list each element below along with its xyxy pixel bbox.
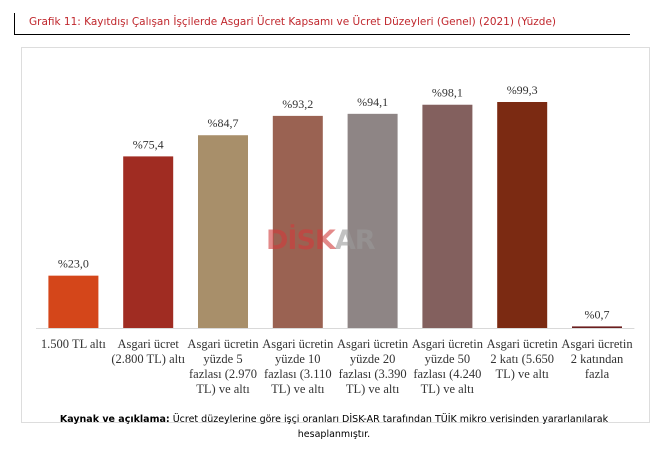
- source-note: Kaynak ve açıklama: Ücret düzeylerine gö…: [0, 412, 668, 442]
- data-label: %99,3: [507, 83, 538, 97]
- bar: [272, 115, 323, 328]
- data-label: %0,7: [585, 307, 610, 321]
- data-label: %98,1: [432, 86, 463, 100]
- bar: [48, 275, 99, 328]
- category-label: Asgari ücretin yüzde 50 fazlası (4.240 TL) …: [411, 337, 483, 396]
- watermark-part2: AR: [334, 225, 376, 256]
- chart-title: Grafik 11: Kayıtdışı Çalışan İşçilerde A…: [14, 13, 630, 35]
- category-label: Asgari ücret (2.800 TL) altı: [111, 337, 186, 366]
- bar: [422, 104, 473, 329]
- category-label: Asgari ücretin 2 katından fazla: [561, 337, 633, 381]
- watermark-logo: DİSKAR: [266, 225, 376, 256]
- data-label: %23,0: [58, 257, 89, 271]
- bar: [123, 156, 174, 328]
- source-note-text: Ücret düzeylerine göre işçi oranları DİS…: [169, 414, 609, 425]
- bar: [572, 326, 622, 328]
- category-label: Asgari ücretin yüzde 10 fazlası (3.110 TL) …: [262, 337, 334, 396]
- source-note-text-2: hesaplanmıştır.: [297, 429, 371, 440]
- category-label: Asgari ücretin yüzde 20 fazlası (3.390 TL) …: [337, 337, 409, 396]
- source-note-label: Kaynak ve açıklama:: [59, 414, 170, 425]
- bar: [497, 102, 548, 328]
- category-label: Asgari ücretin yüzde 5 fazlası (2.970 TL) v…: [187, 337, 259, 396]
- chart-frame: [21, 47, 650, 423]
- data-label: %75,4: [133, 137, 164, 151]
- data-label: %93,2: [282, 97, 313, 111]
- data-label: %94,1: [357, 95, 388, 109]
- category-label: 1.500 TL altı: [40, 337, 106, 351]
- data-label: %84,7: [208, 116, 239, 130]
- bar: [347, 113, 398, 329]
- bar: [198, 135, 248, 328]
- category-label: Asgari ücretin 2 katı (5.650 TL) ve altı: [486, 337, 558, 381]
- watermark-part1: DİSK: [266, 225, 336, 256]
